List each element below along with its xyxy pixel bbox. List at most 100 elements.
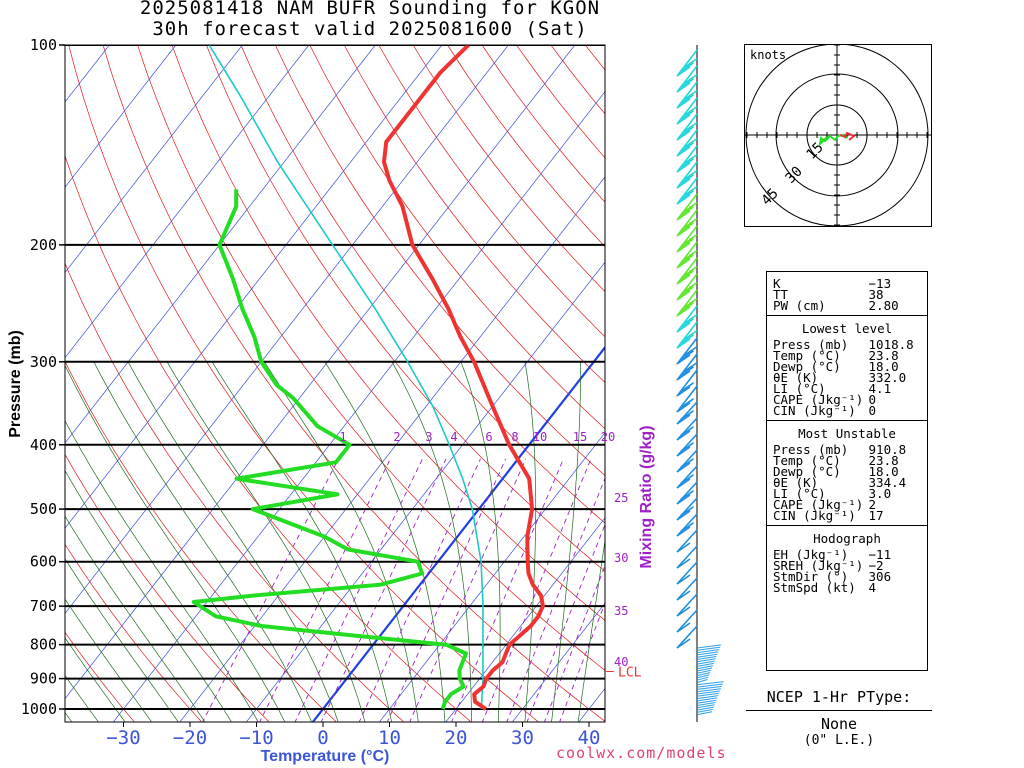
index-value: 2 bbox=[868, 497, 877, 512]
isotherm bbox=[312, 346, 605, 722]
wind-barb bbox=[676, 465, 698, 489]
wind-barb-flag bbox=[676, 322, 691, 333]
wind-barb-flag bbox=[680, 190, 694, 201]
isotherm bbox=[65, 45, 243, 274]
wind-barb-flag bbox=[683, 249, 698, 261]
mixing-ratio-label: 1 bbox=[339, 430, 346, 444]
wind-barb-flag bbox=[683, 345, 698, 357]
mixing-ratio-label: 4 bbox=[450, 430, 457, 444]
wind-barb-flag bbox=[680, 458, 694, 469]
wind-barb bbox=[696, 651, 719, 656]
wind-barb bbox=[696, 667, 713, 672]
wind-barb bbox=[676, 449, 698, 473]
wind-barb-flag bbox=[683, 329, 698, 341]
most-unstable-rows: Press (mb) 910.8 Temp (°C) 23.8 Dewp (°C) 18.… bbox=[767, 442, 927, 523]
wind-barb bbox=[696, 679, 708, 683]
wind-barb bbox=[676, 177, 698, 205]
mixing-ratio-label: 3 bbox=[425, 430, 432, 444]
wind-barb-flag bbox=[676, 130, 691, 141]
wind-barb-flag bbox=[676, 98, 691, 109]
wind-barb-flag bbox=[680, 302, 694, 313]
wind-barb-flag bbox=[676, 606, 691, 617]
mixing-ratio-label: 8 bbox=[511, 430, 518, 444]
index-row: Press (mb) 1018.8 bbox=[767, 338, 927, 351]
index-row: θE (K) 332.0 bbox=[767, 370, 927, 385]
wind-barb bbox=[696, 685, 722, 690]
wind-barb-flag bbox=[683, 281, 698, 293]
index-row: StmDir (°) 306 bbox=[767, 570, 927, 583]
wind-barb-flag bbox=[683, 89, 698, 101]
wind-barb bbox=[696, 662, 714, 667]
dry-adiabat bbox=[343, 45, 605, 383]
index-value: 332.0 bbox=[868, 370, 907, 385]
wind-barb bbox=[696, 681, 724, 686]
wind-barb bbox=[696, 690, 721, 695]
y-axis-label: Pressure (mb) bbox=[7, 330, 24, 438]
isotherm bbox=[511, 602, 605, 722]
wind-barb-flag bbox=[680, 410, 694, 421]
wind-barb-flag bbox=[676, 462, 691, 473]
wind-barb bbox=[696, 704, 715, 709]
wind-barb-flag bbox=[683, 313, 698, 325]
dewpoint-trace bbox=[191, 189, 468, 710]
isotherm bbox=[65, 45, 443, 529]
wind-barbs bbox=[676, 45, 724, 722]
lowest-level-title: Lowest level bbox=[801, 321, 893, 336]
wind-barb bbox=[676, 65, 698, 93]
moist-adiabat bbox=[577, 538, 605, 722]
index-label: Press (mb) bbox=[773, 442, 849, 457]
wind-barb-flag bbox=[676, 370, 691, 381]
wind-barb-flag bbox=[680, 334, 694, 345]
index-value: 0 bbox=[868, 403, 877, 418]
wind-barb bbox=[676, 145, 698, 173]
index-row: Dewp (°C) 18.0 bbox=[767, 359, 927, 374]
wind-barb bbox=[696, 708, 713, 713]
index-value: −13 bbox=[868, 276, 892, 291]
wind-barb-flag bbox=[676, 558, 691, 569]
index-value: 23.8 bbox=[868, 453, 899, 468]
isotherm bbox=[65, 45, 310, 359]
index-row: PW (cm) 2.80 bbox=[767, 299, 927, 312]
index-label: CAPE (Jkg⁻¹) bbox=[773, 392, 864, 407]
wind-barb bbox=[696, 674, 710, 679]
x-tick-label: 0 bbox=[317, 727, 328, 749]
wind-barb-flag bbox=[683, 153, 698, 165]
wind-barb-flag bbox=[676, 386, 691, 397]
wind-barb-flag bbox=[680, 474, 694, 485]
moist-adiabat bbox=[127, 361, 339, 722]
wind-barb-flag bbox=[683, 73, 698, 85]
wind-barb bbox=[676, 81, 698, 109]
moist-adiabat bbox=[65, 470, 232, 722]
wind-barb-flag bbox=[680, 318, 694, 329]
wind-barb-flag bbox=[676, 638, 691, 649]
isotherm bbox=[65, 45, 509, 615]
dry-adiabat bbox=[481, 45, 605, 203]
moist-adiabat bbox=[524, 361, 537, 722]
wind-barb-flag bbox=[676, 542, 691, 553]
indices-panel: K −13 TT 38 PW (cm) 2.80 Lowest level Press (… bbox=[766, 271, 928, 671]
moist-adiabat bbox=[65, 637, 126, 722]
lowest-level-rows: Press (mb) 1018.8 Temp (°C) 23.8 Dewp (°C) 18… bbox=[767, 338, 927, 418]
wind-barb-flag bbox=[683, 297, 698, 309]
mixing-ratio-line bbox=[543, 564, 605, 722]
wind-barb-flag bbox=[676, 430, 691, 441]
wind-barb bbox=[676, 385, 698, 413]
index-row: K −13 bbox=[767, 276, 927, 291]
wind-barb-flag bbox=[676, 290, 691, 301]
wind-barb-flag bbox=[680, 366, 694, 377]
wind-barb-flag bbox=[680, 174, 694, 185]
dry-adiabat bbox=[206, 45, 605, 572]
wind-barb-flag bbox=[676, 82, 691, 93]
wind-barb-flag bbox=[683, 185, 698, 197]
wind-barb-flag bbox=[676, 338, 691, 349]
dry-adiabat bbox=[65, 453, 270, 722]
index-value: 18.0 bbox=[868, 359, 899, 374]
index-label: LI (°C) bbox=[773, 381, 826, 396]
moist-adiabat bbox=[324, 361, 446, 722]
wind-barb-flag bbox=[680, 398, 694, 409]
mixing-ratio-label: 30 bbox=[614, 551, 628, 565]
index-label: CIN (Jkg⁻¹) bbox=[773, 508, 856, 523]
wind-barb-flag bbox=[680, 490, 694, 501]
wind-barb-flag bbox=[676, 622, 691, 633]
